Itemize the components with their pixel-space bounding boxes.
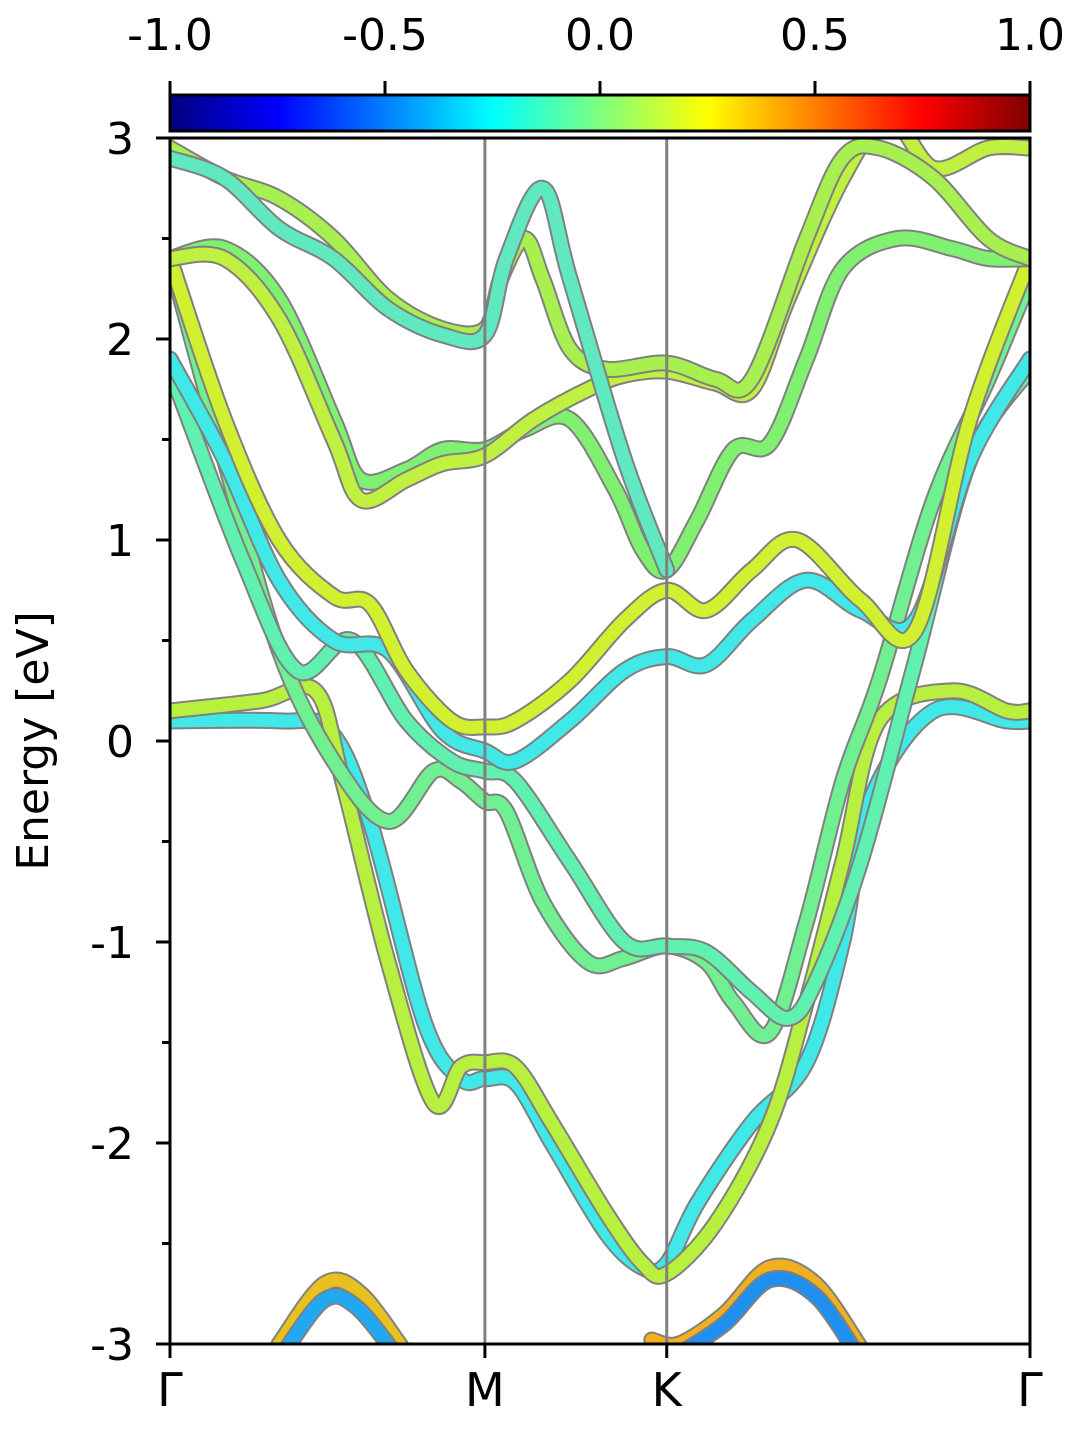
band-line-9: [170, 139, 1030, 397]
band-line-12: [281, 1289, 396, 1344]
y-tick-label: 2: [106, 315, 134, 366]
band-lines: [170, 138, 1030, 1344]
y-tick-label: -3: [90, 1320, 134, 1371]
colorbar-tick-label: 1.0: [995, 10, 1065, 61]
band-line-8: [170, 138, 1030, 508]
band-line-6: [170, 252, 1030, 734]
colorbar-tick-label: 0.0: [565, 10, 635, 61]
high-symmetry-lines: [483, 138, 669, 1344]
colorbar-gradient: [168, 93, 1032, 133]
x-tick-label: Γ: [157, 1363, 183, 1417]
y-tick-label: -1: [90, 918, 134, 969]
y-tick-label: 0: [106, 717, 134, 768]
y-axis: -3 -2 -1 0 1 2 3: [90, 114, 170, 1371]
band-line-1: [170, 700, 1030, 1278]
colorbar-tick-label: -1.0: [127, 10, 213, 61]
colorbar: -1.0 -0.5 0.0 0.5 1.0: [127, 10, 1065, 133]
band-line-10: [170, 151, 674, 577]
y-tick-label: -2: [90, 1119, 134, 1170]
x-tick-label: K: [652, 1363, 684, 1417]
band-line-2: [170, 679, 1030, 1283]
colorbar-tick-label: -0.5: [342, 10, 428, 61]
band-line-4: [170, 362, 1030, 1025]
band-line-11: [272, 1273, 408, 1344]
y-axis-label: Energy [eV]: [8, 611, 59, 871]
x-tick-label: M: [465, 1363, 505, 1417]
y-tick-label: 3: [106, 114, 134, 165]
band-line-outline: [170, 698, 1030, 1280]
y-tick-label: 1: [106, 516, 134, 567]
band-line-14: [682, 1271, 859, 1344]
colorbar-tick-label: 0.5: [780, 10, 850, 61]
band-line-outline: [170, 138, 1030, 510]
band-line-3: [170, 252, 1030, 1042]
x-tick-label: Γ: [1017, 1363, 1043, 1417]
band-line-outline: [170, 677, 1030, 1285]
